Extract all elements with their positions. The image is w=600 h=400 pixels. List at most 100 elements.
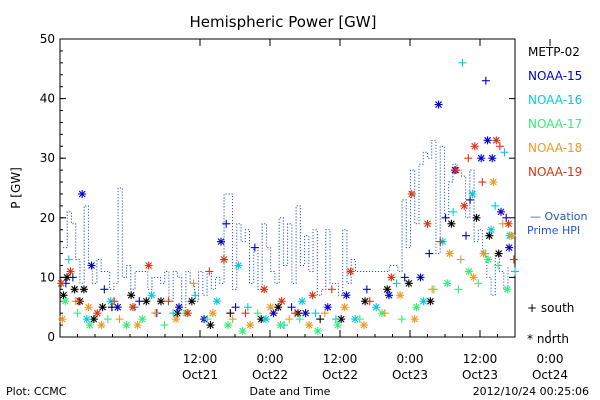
marker-stroke [487, 226, 495, 234]
north-marker [238, 327, 247, 336]
south-marker [311, 309, 320, 318]
north-marker [346, 267, 355, 276]
marker-stroke [504, 285, 511, 293]
marker-stroke [343, 291, 350, 299]
marker-stroke [85, 303, 92, 311]
north-marker [89, 315, 98, 324]
north-marker [469, 273, 478, 282]
marker-stroke [270, 309, 277, 317]
series-metp-02 [59, 213, 503, 330]
south-marker [169, 309, 178, 318]
north-marker [308, 291, 317, 300]
north-marker [387, 273, 396, 282]
series-noaa-19 [57, 136, 518, 318]
south-marker [191, 291, 200, 300]
south-marker [295, 315, 304, 324]
marker-stroke [347, 268, 354, 275]
north-marker [460, 201, 469, 210]
marker-stroke [477, 154, 485, 162]
south-marker [481, 76, 490, 85]
marker-stroke [129, 303, 137, 311]
x-tick-time-label: 0:00 [397, 352, 424, 366]
north-marker [276, 321, 285, 330]
north-marker [266, 303, 275, 312]
south-marker [392, 279, 401, 288]
north-marker [489, 178, 498, 187]
south-marker [253, 309, 262, 318]
south-marker [462, 231, 470, 240]
north-marker [127, 291, 136, 300]
marker-stroke [385, 291, 393, 299]
x-tick-time-label: 0:00 [537, 352, 564, 366]
south-marker [436, 237, 445, 246]
south-marker [454, 285, 463, 294]
north-marker [172, 315, 181, 324]
north-marker [412, 303, 421, 312]
marker-stroke [480, 250, 487, 257]
marker-stroke [142, 297, 150, 305]
marker-stroke [497, 208, 505, 216]
series-noaa-18 [58, 178, 516, 330]
north-marker [492, 136, 501, 145]
north-marker [342, 291, 351, 300]
marker-stroke [405, 279, 413, 287]
marker-stroke [224, 321, 232, 329]
marker-stroke [93, 309, 101, 317]
marker-stroke [488, 154, 496, 162]
marker-stroke [448, 220, 455, 228]
series-noaa-15 [61, 76, 514, 324]
x-tick-date-label: Oct23 [462, 368, 498, 382]
marker-stroke [420, 297, 427, 305]
marker-stroke [383, 285, 391, 293]
y-tick-label: 50 [40, 32, 55, 46]
legend-metp-02: METP-02 [528, 45, 580, 59]
south-marker [362, 285, 371, 294]
north-marker [407, 189, 416, 198]
series-noaa-16 [64, 58, 519, 330]
south-marker [250, 243, 259, 252]
south-marker [494, 261, 503, 270]
north-marker [97, 321, 106, 330]
marker-stroke [134, 321, 141, 329]
marker-stroke [372, 303, 380, 311]
north-marker [434, 100, 443, 109]
south-marker [456, 255, 465, 264]
marker-stroke [435, 101, 442, 108]
marker-stroke [337, 315, 345, 323]
south-marker [103, 315, 112, 324]
north-marker [372, 303, 381, 312]
north-marker [234, 261, 243, 270]
marker-stroke [83, 315, 91, 323]
north-marker [93, 309, 102, 318]
marker-stroke [60, 291, 67, 299]
north-marker [212, 297, 221, 306]
north-marker [260, 285, 269, 294]
legend-noaa-15: NOAA-15 [528, 69, 582, 83]
marker-stroke [361, 297, 369, 305]
north-marker [84, 303, 93, 312]
north-marker [261, 315, 270, 324]
north-marker [82, 315, 91, 324]
marker-stroke [86, 321, 94, 329]
y-tick-label: 0 [47, 330, 55, 344]
y-tick-label: 30 [40, 151, 55, 165]
marker-stroke [90, 315, 98, 323]
south-marker [428, 285, 437, 294]
north-marker [305, 321, 314, 330]
marker-stroke [98, 321, 105, 329]
north-marker [183, 309, 192, 318]
marker-stroke [71, 285, 78, 293]
south-marker [458, 58, 467, 67]
plot-credit: Plot: CCMC [6, 385, 67, 398]
south-marker [74, 297, 83, 306]
marker-stroke [127, 291, 135, 299]
marker-stroke [277, 321, 284, 329]
y-tick-label: 40 [40, 92, 55, 106]
north-marker [79, 285, 88, 294]
marker-stroke [61, 297, 69, 305]
marker-stroke [99, 303, 106, 311]
marker-stroke [473, 214, 480, 222]
legend-south-marker: + south [527, 301, 574, 315]
x-tick-time-label: 0:00 [257, 352, 284, 366]
north-marker [59, 291, 68, 300]
